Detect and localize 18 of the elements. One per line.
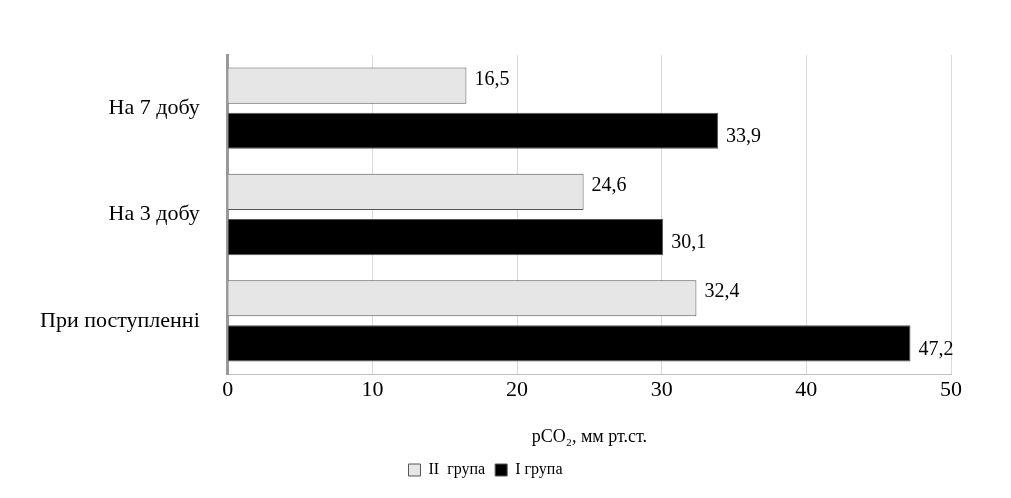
x-tick-label: 20 <box>506 375 529 401</box>
x-tick-label: 0 <box>222 375 234 401</box>
data-label: 30,1 <box>671 230 707 253</box>
data-label: 24,6 <box>591 173 627 196</box>
x-axis-title: pCO₂, мм рт.ст. <box>531 425 648 446</box>
data-label: 33,9 <box>726 124 762 147</box>
data-label: 16,5 <box>474 66 510 89</box>
y-tick-label: На 3 добу <box>108 200 200 226</box>
x-tick-label: 10 <box>361 375 384 401</box>
data-label: 47,2 <box>918 336 954 359</box>
legend-label: I група <box>515 460 563 479</box>
y-tick-label: При поступленні <box>40 306 200 332</box>
y-tick-label: На 7 добу <box>108 93 200 119</box>
x-tick-label: 30 <box>650 375 673 401</box>
x-tick-label: 40 <box>795 375 818 401</box>
data-label: 32,4 <box>704 279 740 302</box>
x-tick-label: 50 <box>940 375 962 401</box>
legend-label: II група <box>428 460 486 479</box>
